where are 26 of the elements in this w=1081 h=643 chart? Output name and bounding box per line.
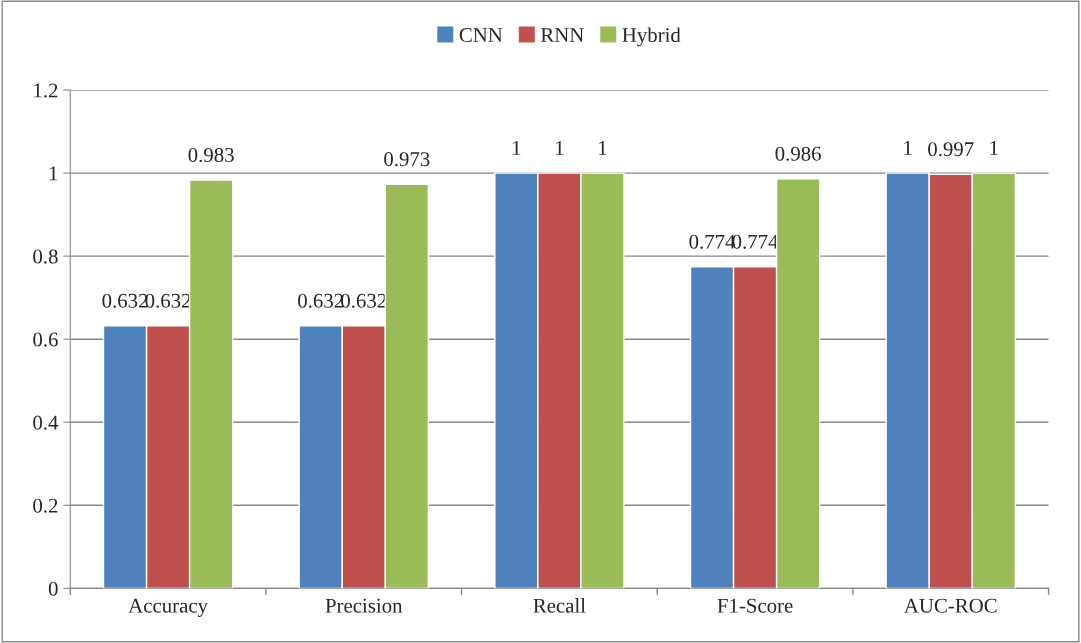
y-tick-label: 1	[49, 166, 58, 181]
data-label: 1	[556, 141, 564, 155]
y-tick-label: 0.4	[33, 415, 59, 430]
x-tick-label: Accuracy	[128, 598, 208, 617]
data-label: 1	[599, 141, 607, 155]
data-label: 1	[990, 141, 998, 155]
y-tick-label: 0	[48, 581, 58, 596]
x-tick-label: AUC-ROC	[904, 598, 997, 613]
legend-label: RNN	[540, 28, 584, 42]
data-label: 0.632	[298, 293, 343, 308]
legend-label: CNN	[459, 28, 503, 43]
x-tick-label: Recall	[533, 598, 586, 613]
legend-label: Hybrid	[622, 27, 681, 47]
data-label: 0.973	[384, 152, 430, 167]
y-tick-label: 0.6	[33, 332, 58, 347]
y-tick-label: 0.2	[33, 498, 58, 513]
x-tick-label: F1-Score	[717, 598, 793, 613]
data-label: 0.997	[928, 142, 974, 157]
x-tick-label: Precision	[325, 598, 403, 613]
data-label: 0.632	[341, 293, 387, 308]
data-label: 0.986	[775, 146, 821, 161]
data-label: 1	[904, 141, 912, 155]
data-label: 0.983	[188, 147, 234, 163]
data-label: 1	[513, 141, 521, 155]
y-tick-label: 1.2	[34, 83, 58, 98]
y-tick-label: 0.8	[33, 249, 58, 264]
